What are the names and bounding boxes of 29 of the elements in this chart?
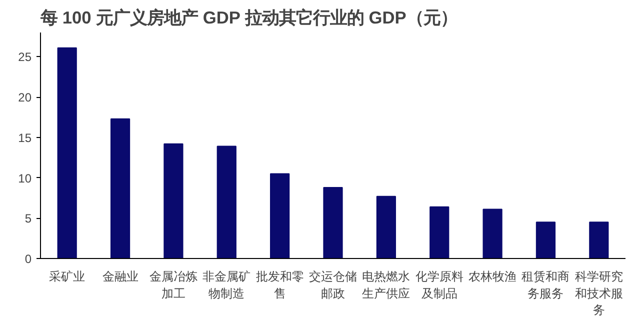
bar xyxy=(216,146,236,258)
bar xyxy=(376,196,396,258)
x-tick-label: 电热燃水生产供应 xyxy=(362,270,410,300)
x-tick-label: 科学研究和技术服务 xyxy=(574,270,623,318)
bar xyxy=(430,206,450,258)
y-tick-label: 25 xyxy=(18,50,32,64)
bar xyxy=(164,143,184,258)
bar xyxy=(536,222,556,258)
x-tick-label: 化学原料及制品 xyxy=(415,270,464,300)
x-tick-label: 金属冶炼加工 xyxy=(149,270,198,300)
chart-title: 每 100 元广义房地产 GDP 拉动其它行业的 GDP（元） xyxy=(40,8,458,28)
bar xyxy=(110,118,130,258)
x-tick-label: 租赁和商务服务 xyxy=(522,270,570,300)
x-tick-label: 农林牧渔 xyxy=(468,270,517,284)
y-tick-label: 0 xyxy=(24,252,32,266)
y-tick-label: 15 xyxy=(18,130,32,145)
y-tick-label: 20 xyxy=(18,90,32,105)
x-tick-label: 交运仓储邮政 xyxy=(309,270,357,300)
bar xyxy=(270,173,290,258)
y-tick-label: 5 xyxy=(24,212,32,226)
y-tick-label: 10 xyxy=(18,171,32,186)
bar xyxy=(589,222,609,258)
bar xyxy=(323,186,343,258)
bar xyxy=(57,47,77,258)
x-tick-label: 非金属矿物制造 xyxy=(202,270,251,300)
bar xyxy=(482,208,502,258)
x-tick-label: 采矿业 xyxy=(49,270,86,284)
x-tick-label: 批发和零售 xyxy=(256,270,304,300)
x-tick-label: 金融业 xyxy=(102,270,138,284)
